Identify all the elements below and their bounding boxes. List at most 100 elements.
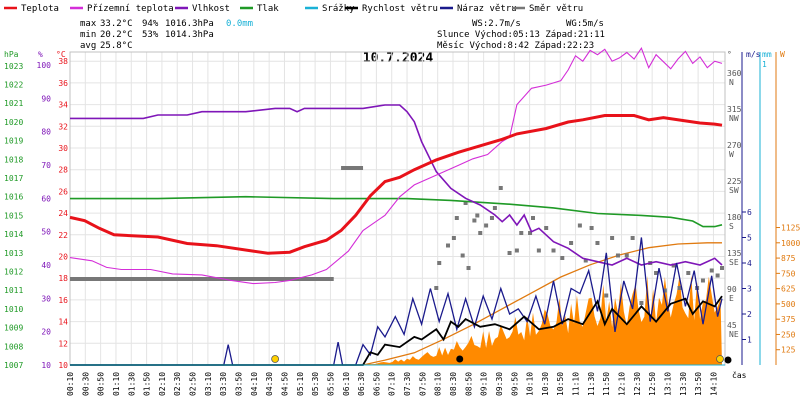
tick-temperature: 26 (58, 187, 68, 196)
wind-direction-point (583, 258, 588, 263)
moonrise-marker (456, 355, 464, 363)
tick-temperature: 22 (58, 231, 68, 240)
tick-radiation: 750 (781, 269, 796, 278)
tick-time: 01:30 (127, 372, 136, 396)
wind-direction-point (478, 231, 483, 235)
tick-humidity: 40 (41, 261, 51, 270)
stat-sun: Slunce Východ:05:13 Západ:21:11 (437, 30, 605, 40)
tick-pressure: 1015 (4, 211, 23, 220)
stat-avg-label: avg (80, 41, 96, 51)
tick-radiation: 375 (781, 315, 796, 324)
legend-label: Srážky (322, 4, 355, 14)
tick-pressure: 1014 (4, 230, 23, 239)
tick-direction-compass: W (729, 150, 734, 159)
wind-direction-point (472, 218, 477, 223)
tick-time: 03:50 (235, 372, 244, 396)
tick-time: 07:50 (418, 372, 427, 396)
current-moon-marker (724, 356, 732, 364)
wind-direction-point (686, 271, 691, 275)
tick-direction-compass: NW (729, 114, 739, 123)
wind-direction-point (484, 223, 489, 228)
stat-ws: WS:2.7m/s (472, 19, 521, 29)
tick-pressure: 1021 (4, 99, 23, 108)
tick-direction: 135 (727, 249, 742, 258)
tick-temperature: 24 (58, 209, 68, 218)
tick-direction: 360 (727, 69, 742, 78)
wind-direction-point (610, 236, 615, 240)
wind-direction-point (654, 271, 659, 275)
tick-direction-compass: N (729, 78, 734, 87)
tick-time: 03:10 (204, 372, 213, 396)
tick-temperature: 10 (58, 361, 68, 370)
tick-wind: 1 (747, 336, 752, 345)
tick-time: 09:10 (480, 372, 489, 396)
tick-humidity: 60 (41, 194, 51, 203)
tick-temperature: 20 (58, 253, 68, 262)
tick-time: 05:10 (296, 372, 305, 396)
tick-time: 02:30 (173, 372, 182, 396)
current-sun-marker (716, 355, 724, 363)
stat-min-temp: 20.2°C (100, 30, 133, 40)
tick-time: 05:30 (311, 372, 320, 396)
tick-time: 11:50 (602, 372, 611, 396)
wind-direction-point (551, 248, 556, 253)
tick-radiation: 500 (781, 300, 796, 309)
tick-humidity: 90 (41, 94, 51, 103)
wind-direction-point (466, 266, 471, 270)
tick-direction-compass: NE (729, 330, 739, 339)
stat-moon: Měsíc Východ:8:42 Západ:22:23 (437, 41, 594, 51)
tick-time: 09:50 (510, 372, 519, 396)
tick-humidity: 70 (41, 161, 51, 170)
series-ground-temperature (69, 47, 723, 285)
tick-wind: 3 (747, 285, 752, 294)
tick-time: 00:30 (81, 372, 90, 396)
tick-temperature: 38 (58, 57, 68, 66)
tick-pressure: 1018 (4, 155, 23, 164)
plot-frame (69, 51, 726, 366)
axis-unit-radiation: W (780, 50, 785, 59)
tick-wind: 5 (747, 234, 752, 243)
tick-direction: 90 (727, 285, 737, 294)
tick-direction-compass: SE (729, 258, 739, 267)
legend-label: Rychlost větru (362, 4, 438, 14)
tick-time: 12:30 (633, 372, 642, 396)
tick-time: 08:50 (464, 372, 473, 396)
tick-radiation: 250 (781, 330, 796, 339)
tick-time: 07:30 (403, 372, 412, 396)
tick-humidity: 100 (37, 61, 52, 70)
wind-direction-point (560, 256, 565, 260)
tick-radiation: 625 (781, 285, 796, 294)
tick-humidity: 20 (41, 328, 51, 337)
wind-direction-point (530, 216, 535, 220)
wind-direction-point (671, 263, 676, 268)
wind-direction-point (514, 248, 519, 253)
tick-humidity: 80 (41, 128, 51, 137)
tick-direction: 45 (727, 321, 737, 330)
left-axes: 1023102210211020101910181017101610151014… (4, 57, 68, 370)
tick-temperature: 16 (58, 296, 68, 305)
wind-direction-point (720, 266, 724, 270)
tick-time: 12:10 (618, 372, 627, 396)
tick-direction: 315 (727, 105, 742, 114)
wind-direction-point (700, 278, 705, 283)
wind-direction-point (492, 206, 497, 210)
axis-unit-temperature: °C (56, 50, 66, 59)
stat-min-press: 1014.3hPa (165, 30, 214, 40)
tick-wind: 6 (747, 208, 752, 217)
wind-direction-point (451, 236, 456, 240)
wind-direction-point (507, 251, 512, 255)
tick-humidity: 10 (41, 361, 51, 370)
wind-direction-point (569, 241, 574, 245)
wind-direction-point (489, 216, 494, 220)
series-wind-speed (70, 295, 723, 366)
tick-pressure: 1023 (4, 62, 23, 71)
gridlines (69, 52, 725, 366)
tick-time: 02:10 (158, 372, 167, 396)
axis-unit-wind: m/s (746, 50, 761, 59)
tick-time: 10:30 (541, 372, 550, 396)
wind-direction-point (544, 226, 549, 230)
tick-temperature: 30 (58, 144, 68, 153)
wind-direction-point (528, 231, 533, 235)
legend-label: Teplota (21, 4, 59, 14)
wind-direction-point (434, 286, 439, 290)
